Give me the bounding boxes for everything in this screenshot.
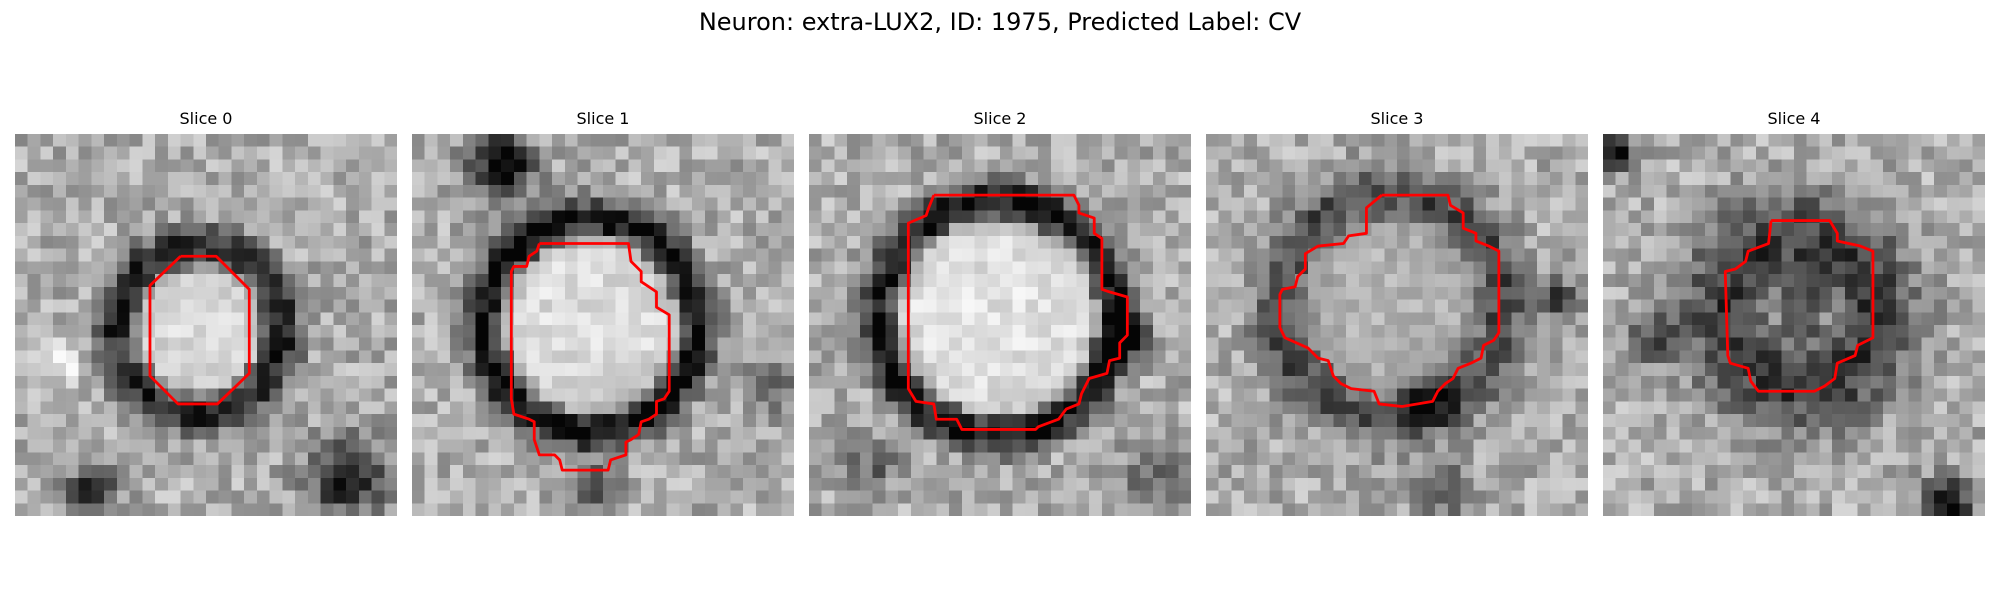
slice-panel-4: Slice 4 — [1603, 108, 1985, 518]
segmentation-contour — [1723, 219, 1875, 393]
slice-image — [1206, 134, 1588, 516]
slice-image — [809, 134, 1191, 516]
segmentation-contour — [906, 193, 1129, 431]
segmentation-contour — [1278, 193, 1501, 408]
slice-title: Slice 4 — [1767, 109, 1821, 128]
slice-panel-3: Slice 3 — [1206, 108, 1588, 518]
segmentation-contour — [148, 254, 251, 406]
slice-image — [1603, 134, 1985, 516]
slice-panel-2: Slice 2 — [809, 108, 1191, 518]
slice-title: Slice 3 — [1370, 109, 1424, 128]
slice-title: Slice 1 — [576, 109, 630, 128]
slice-image — [412, 134, 794, 516]
slice-panel-1: Slice 1 — [412, 108, 794, 518]
figure-title: Neuron: extra-LUX2, ID: 1975, Predicted … — [698, 8, 1302, 36]
slice-panel-0: Slice 0 — [15, 108, 397, 518]
segmentation-contour — [509, 242, 671, 472]
slice-title: Slice 0 — [179, 109, 233, 128]
slice-title: Slice 2 — [973, 109, 1027, 128]
slice-image — [15, 134, 397, 516]
